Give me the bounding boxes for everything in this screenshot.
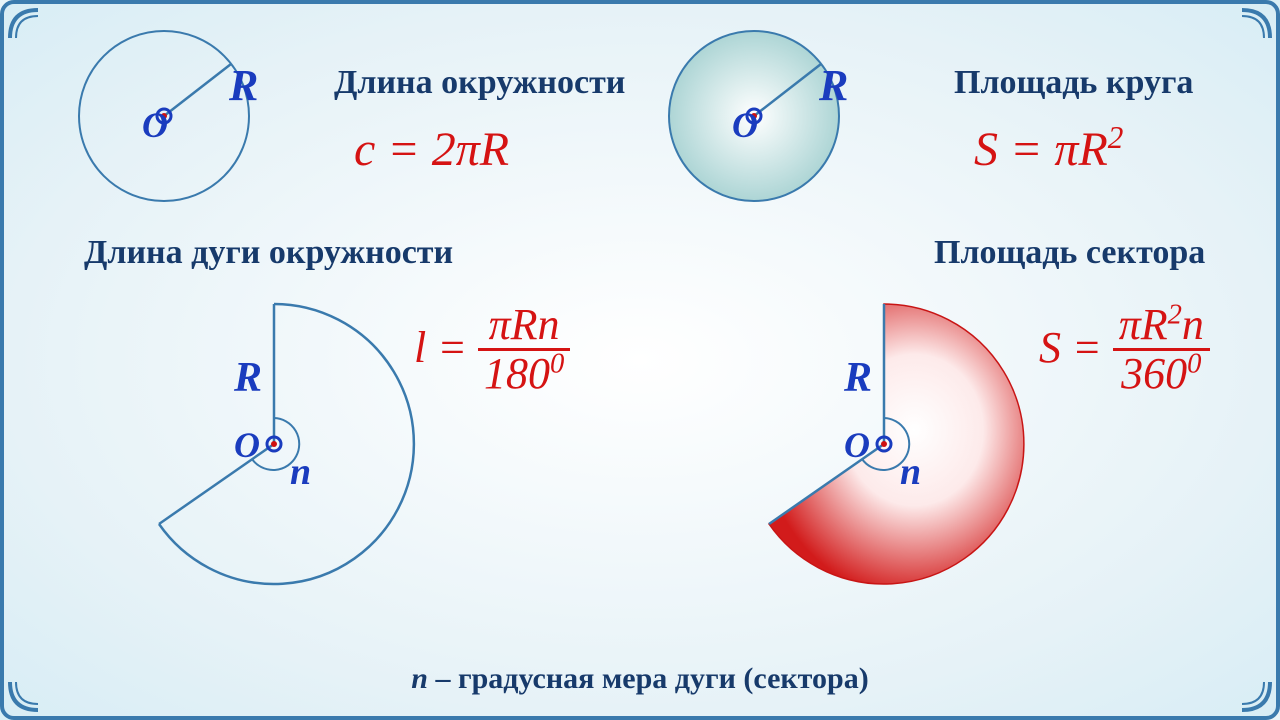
title-arc: Длина дуги окружности [84,234,453,272]
diagram-circle-radius [54,16,284,216]
radius-label-r: R [844,354,872,402]
diagram-filled-circle [644,16,874,216]
radius-label-r: R [229,60,258,111]
panel-arc-length: Длина дуги окружности R O n l = πRn1800 [34,234,674,654]
angle-label-n: n [290,450,311,494]
radius-label-r: R [234,354,262,402]
formula-circumference: c = 2πR [354,122,509,177]
center-label-o: O [732,104,758,146]
formula-arc: l = πRn1800 [414,304,570,399]
center-label-o: O [844,424,870,466]
angle-label-n: n [900,450,921,494]
panel-sector-area: Площадь сектора R O n S = πR2n [644,234,1280,654]
center-label-o: O [234,424,260,466]
formula-sector: S = πR2n3600 [1039,304,1210,399]
panel-circumference: O R Длина окружности c = 2πR [34,24,634,224]
panel-area: O R Площадь круга S = πR2 [644,24,1264,224]
title-sector: Площадь сектора [934,234,1205,272]
title-circumference: Длина окружности [334,64,625,102]
center-label-o: O [142,104,168,146]
page-frame: O R Длина окружности c = 2πR O R Площадь… [0,0,1280,720]
radius-label-r: R [819,60,848,111]
formula-area: S = πR2 [974,122,1123,177]
footer-legend: n – градусная мера дуги (сектора) [4,662,1276,696]
title-area: Площадь круга [954,64,1193,102]
